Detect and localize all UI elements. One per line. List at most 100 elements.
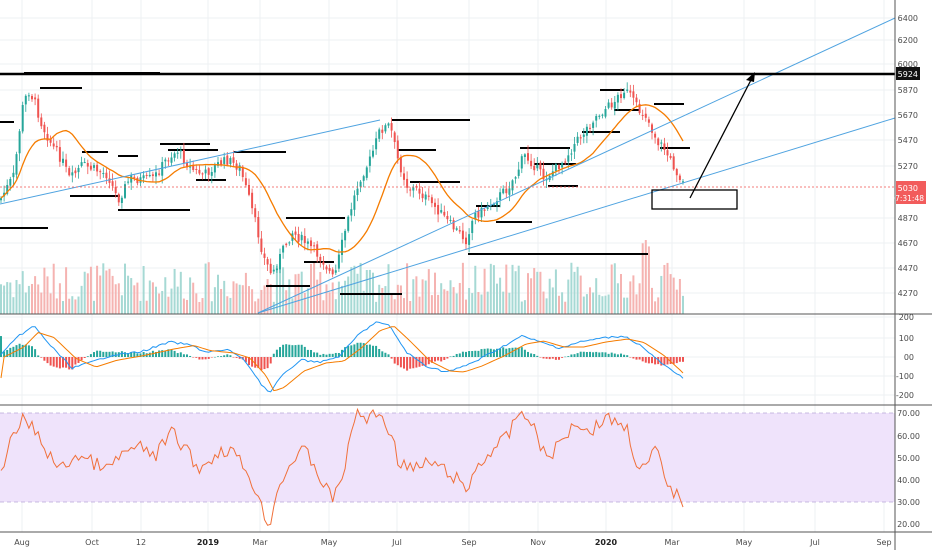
- candle-body: [368, 156, 371, 166]
- volume-bar: [0, 284, 2, 314]
- time-axis[interactable]: Aug Oct 12 2019 Mar May Jul Sep Nov 2020 Mar May Jul…: [14, 538, 891, 547]
- candle-body: [598, 115, 601, 117]
- volume-bar: [182, 298, 185, 314]
- candle-body: [452, 220, 455, 230]
- candle-body: [381, 129, 384, 133]
- macd-histogram-bar: [672, 357, 675, 364]
- candle-body: [347, 216, 350, 231]
- candle-body: [582, 134, 585, 137]
- macd-histogram-bar: [306, 349, 309, 357]
- volume-bar: [86, 273, 89, 314]
- macd-histogram-bar: [93, 352, 95, 357]
- candle-body: [533, 165, 536, 171]
- macd-histogram-bar: [638, 357, 641, 360]
- candle-body: [499, 192, 502, 201]
- volume-bar: [492, 265, 495, 314]
- candle-body: [34, 97, 37, 100]
- volume-bar: [558, 295, 560, 314]
- candle-body: [269, 263, 272, 274]
- macd-histogram-bar: [55, 357, 58, 368]
- volume-bar: [77, 296, 80, 314]
- candle-body: [142, 175, 145, 179]
- volume-bar: [604, 295, 607, 314]
- candle-body: [189, 166, 192, 168]
- volume-bar: [446, 290, 449, 314]
- price-axis[interactable]: 6400 6200 6000 5870 5670 5470 5270 4870 4670 4470…: [898, 14, 918, 298]
- candle-body: [213, 164, 216, 173]
- candle-body: [585, 126, 588, 136]
- macd-histogram-bar: [164, 350, 167, 357]
- candle-body: [257, 217, 260, 238]
- macd-histogram-bar: [316, 352, 319, 357]
- candle-body: [427, 195, 430, 197]
- time-tick-label: Oct: [85, 538, 99, 547]
- macd-histogram-bar: [375, 345, 378, 357]
- volume-bar: [406, 263, 409, 314]
- volume-bar: [331, 282, 334, 314]
- volume-bar: [570, 262, 573, 314]
- macd-histogram-bar: [613, 353, 616, 357]
- volume-bar: [409, 301, 412, 314]
- volume-bar: [502, 291, 505, 314]
- volume-bar: [27, 285, 30, 314]
- macd-histogram-bar: [592, 352, 595, 357]
- volume-bar: [34, 276, 37, 314]
- volume-bar: [514, 271, 517, 314]
- candle-body: [409, 189, 412, 191]
- macd-histogram-bar: [173, 350, 176, 357]
- candle-body: [210, 171, 213, 176]
- volume-bar: [114, 284, 117, 314]
- macd-axis[interactable]: 200 100 00 -100 -200: [896, 313, 914, 400]
- macd-histogram-bar: [27, 345, 30, 357]
- volume-bar: [595, 278, 598, 314]
- candle-body: [660, 142, 663, 144]
- candle-body: [62, 158, 64, 163]
- candle-body: [657, 138, 660, 146]
- candle-body: [384, 125, 387, 132]
- volume-bar: [40, 292, 43, 314]
- macd-histogram-bar: [96, 350, 99, 357]
- candle-body: [328, 267, 331, 271]
- candle-body: [678, 175, 681, 180]
- projection-arrow: [689, 77, 753, 199]
- time-tick-label: 12: [136, 538, 146, 547]
- volume-bar: [145, 300, 148, 314]
- volume-bar: [62, 301, 64, 314]
- volume-bar: [195, 293, 198, 314]
- candle-body: [179, 150, 182, 152]
- volume-bar: [443, 289, 446, 314]
- volume-bar: [68, 298, 71, 314]
- last-price-label: 5030 07:31:48: [890, 181, 926, 204]
- macd-histogram-bar: [486, 348, 489, 357]
- candle-body: [356, 188, 359, 196]
- volume-bar: [430, 295, 433, 314]
- candle-body: [40, 117, 43, 127]
- macd-histogram-bar: [176, 353, 179, 357]
- candle-body: [65, 159, 68, 167]
- volume-bar: [142, 265, 145, 314]
- moving-average-line: [0, 104, 684, 253]
- volume-bar: [319, 271, 322, 314]
- macd-histogram-bar: [0, 336, 2, 357]
- volume-bar: [124, 263, 126, 314]
- candle-body: [294, 231, 297, 235]
- macd-histogram-bar: [170, 349, 173, 357]
- macd-histogram-bar: [368, 344, 371, 357]
- macd-histogram-bar: [161, 350, 164, 357]
- macd-histogram-bar: [136, 353, 139, 357]
- candle-body: [523, 154, 526, 157]
- rsi-tick-label: 40.00: [897, 476, 920, 485]
- candle-body: [663, 143, 666, 150]
- candle-body: [263, 253, 266, 258]
- rsi-axis[interactable]: 70.00 60.00 50.00 40.00 30.00 20.00: [897, 409, 920, 529]
- volume-bar: [601, 296, 604, 314]
- candle-body: [682, 181, 684, 183]
- volume-bar: [530, 278, 533, 314]
- candle-body: [201, 173, 204, 175]
- macd-histogram-bar: [58, 357, 61, 369]
- candle-body: [511, 180, 514, 191]
- candle-body: [170, 157, 173, 163]
- macd-histogram-bar: [415, 357, 418, 368]
- volume-bar: [458, 282, 461, 314]
- macd-histogram-bar: [362, 343, 365, 357]
